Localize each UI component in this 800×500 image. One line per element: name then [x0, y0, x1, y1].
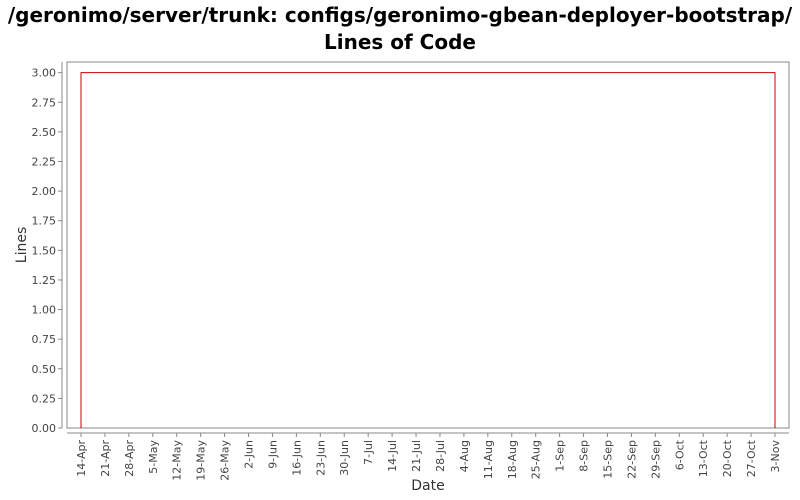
x-tick-label: 9-Jun: [266, 440, 279, 469]
x-tick-label: 7-Jul: [362, 440, 375, 465]
x-tick-label: 30-Jun: [338, 440, 351, 476]
x-tick-label: 2-Jun: [243, 440, 256, 469]
y-tick-label: 2.25: [32, 155, 57, 168]
y-axis-ticks: 0.00 0.25 0.50 0.75 1.00 1.25 1.50 1.75 2.00 2.25…: [32, 67, 62, 435]
series-layer: [80, 72, 776, 428]
x-tick-label: 1-Sep: [554, 440, 567, 472]
plot-area: [66, 61, 790, 429]
x-tick-label: 13-Oct: [697, 439, 710, 477]
x-tick-label: 15-Sep: [601, 440, 614, 479]
x-axis-ticks: 14-Apr 21-Apr 28-Apr 5-May 12-May 19-May 26-Ma…: [75, 433, 782, 481]
y-tick-label: 2.00: [32, 185, 57, 198]
x-axis-label: Date: [411, 478, 444, 494]
x-tick-label: 21-Apr: [99, 440, 112, 477]
x-tick-label: 4-Aug: [458, 440, 471, 472]
x-tick-label: 26-May: [219, 440, 232, 481]
x-tick-label: 11-Aug: [482, 440, 495, 479]
y-tick-label: 1.25: [32, 274, 57, 287]
y-tick-label: 0.25: [32, 392, 57, 405]
x-tick-label: 3-Nov: [769, 440, 782, 473]
x-tick-label: 12-May: [171, 440, 184, 481]
x-tick-label: 28-Jul: [434, 440, 447, 472]
y-tick-label: 0.50: [32, 363, 57, 376]
x-tick-label: 25-Aug: [530, 440, 543, 479]
x-tick-label: 14-Apr: [75, 440, 88, 477]
y-tick-label: 1.00: [32, 304, 57, 317]
y-tick-label: 0.75: [32, 333, 57, 346]
x-tick-label: 28-Apr: [123, 440, 136, 477]
y-tick-label: 2.50: [32, 126, 57, 139]
x-tick-label: 8-Sep: [578, 440, 591, 472]
x-tick-label: 18-Aug: [506, 440, 519, 479]
x-tick-label: 23-Jun: [314, 440, 327, 476]
chart-title: /geronimo/server/trunk: configs/geronimo…: [7, 3, 793, 54]
y-tick-label: 1.75: [32, 215, 57, 228]
x-tick-label: 16-Jun: [290, 440, 303, 476]
y-tick-label: 2.75: [32, 96, 57, 109]
x-tick-label: 20-Oct: [721, 439, 734, 477]
y-tick-label: 1.50: [32, 244, 57, 257]
y-tick-label: 0.00: [32, 422, 57, 435]
x-tick-label: 27-Oct: [745, 439, 758, 477]
x-tick-label: 5-May: [147, 440, 160, 474]
y-tick-label: 3.00: [32, 67, 57, 80]
x-tick-label: 29-Sep: [649, 440, 662, 479]
x-tick-label: 19-May: [195, 440, 208, 481]
series-line: [80, 72, 776, 428]
x-tick-label: 22-Sep: [625, 440, 638, 479]
x-tick-label: 6-Oct: [673, 439, 686, 470]
y-axis-label: Lines: [14, 227, 30, 263]
x-tick-label: 14-Jul: [386, 440, 399, 472]
x-tick-label: 21-Jul: [410, 440, 423, 472]
